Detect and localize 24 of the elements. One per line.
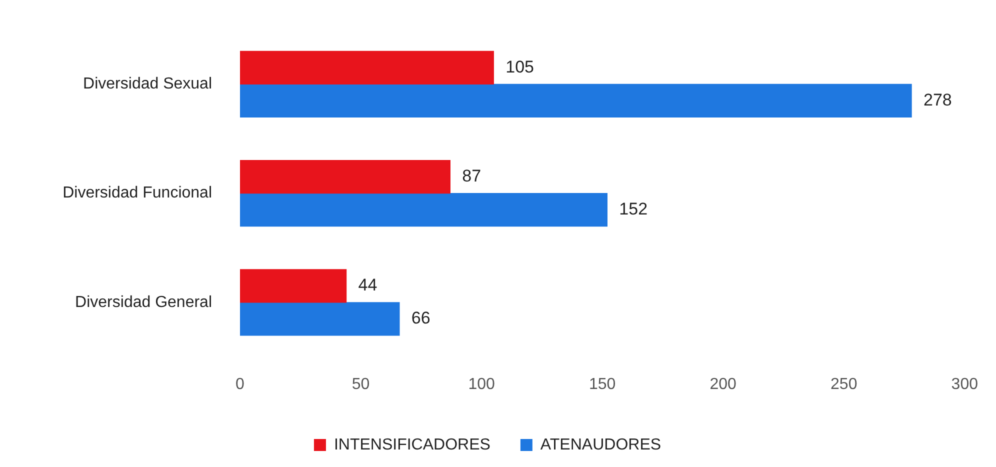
bar <box>240 160 450 194</box>
bar <box>240 84 912 118</box>
x-tick-label: 100 <box>468 376 495 394</box>
x-tick-label: 200 <box>710 376 737 394</box>
data-label: 44 <box>358 276 378 295</box>
x-tick-label: 50 <box>352 376 370 394</box>
data-label: 87 <box>462 166 482 186</box>
legend-label: INTENSIFICADORES <box>334 436 490 454</box>
bar <box>240 192 608 227</box>
data-label: 66 <box>411 308 430 328</box>
bar <box>240 269 347 303</box>
x-tick-label: 150 <box>588 376 616 394</box>
x-tick-label: 0 <box>236 376 245 394</box>
bar <box>240 302 400 336</box>
y-tick-label: Diversidad Funcional <box>62 184 212 202</box>
data-label: 105 <box>506 57 534 76</box>
data-label: 152 <box>619 199 648 218</box>
data-label: 278 <box>924 90 952 110</box>
y-tick-label: Diversidad General <box>75 294 212 311</box>
x-tick-label: 250 <box>830 376 858 394</box>
legend-label: ATENAUDORES <box>540 436 662 454</box>
bar <box>240 50 494 84</box>
x-tick-label: 300 <box>951 376 978 394</box>
y-tick-label: Diversidad Sexual <box>83 76 212 93</box>
